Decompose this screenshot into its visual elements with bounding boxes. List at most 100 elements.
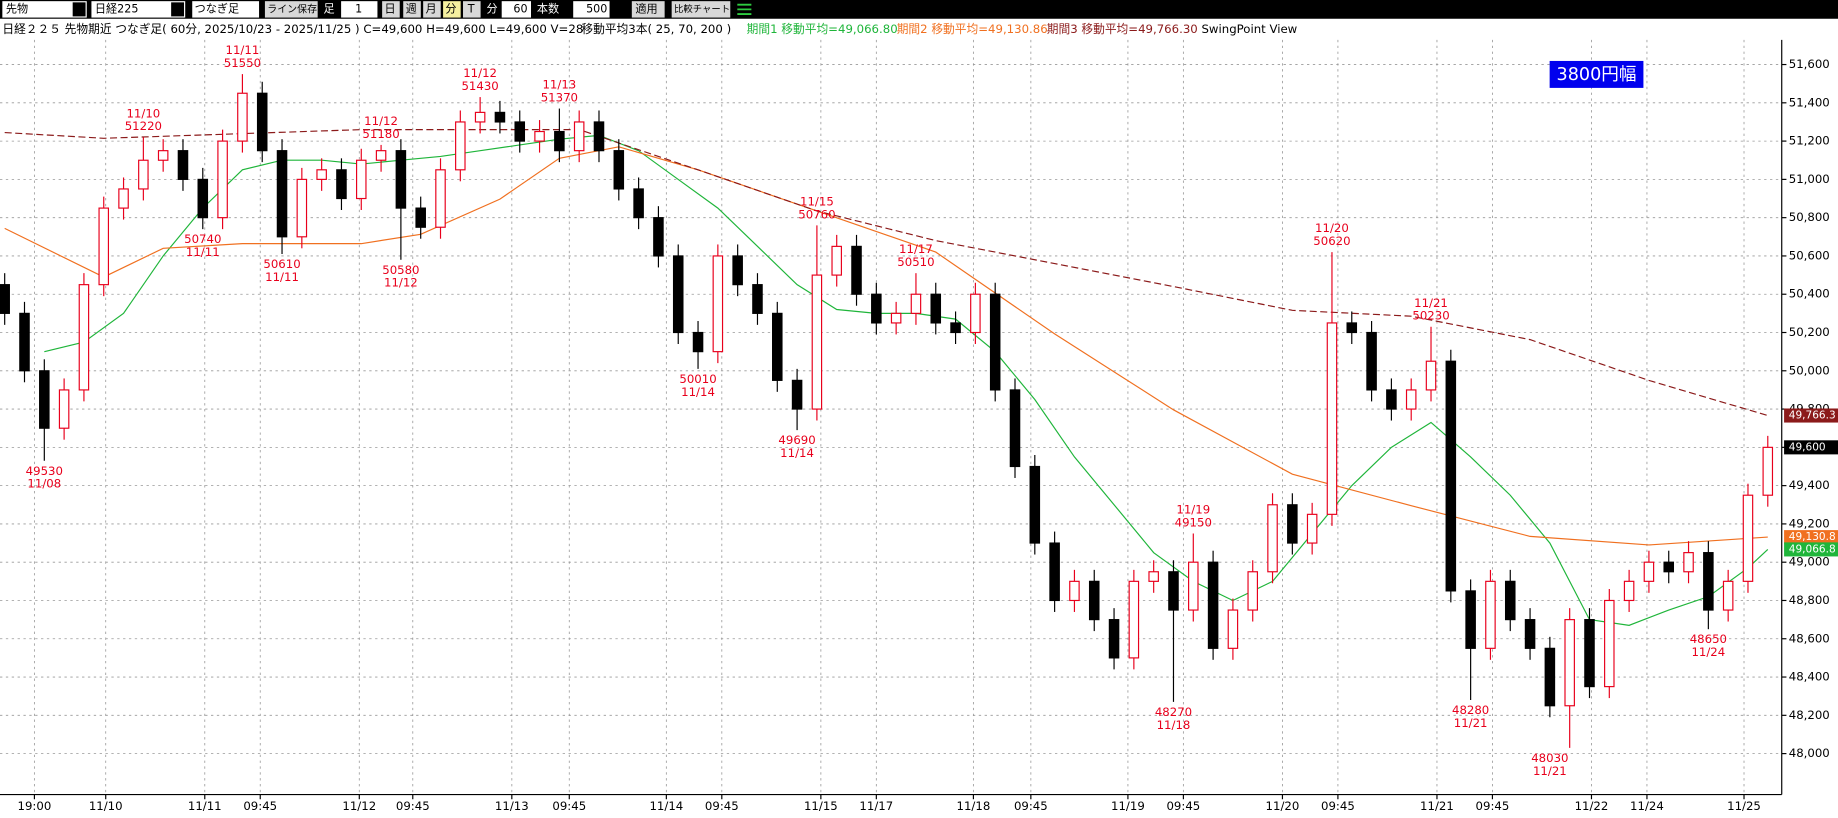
candle-body bbox=[395, 150, 407, 209]
y-tick-label: 51,000 bbox=[1789, 172, 1830, 186]
candle-body bbox=[791, 379, 803, 410]
ma-label: 期間1 移動平均=49,066.80 bbox=[747, 22, 898, 36]
x-tick-label: 09:45 bbox=[1166, 799, 1200, 813]
candle-body bbox=[1366, 331, 1377, 391]
candle-body bbox=[1108, 619, 1120, 659]
x-tick-label: 11/20 bbox=[1266, 799, 1300, 813]
month-button[interactable] bbox=[423, 1, 441, 18]
candle-body bbox=[772, 312, 783, 381]
range-badge-text: 3800円幅 bbox=[1557, 65, 1637, 85]
candle-body bbox=[1128, 580, 1140, 659]
y-tick-label: 48,600 bbox=[1789, 631, 1830, 645]
candle-body bbox=[474, 111, 486, 123]
swing-price: 49690 bbox=[778, 433, 815, 447]
x-tick-label: 11/10 bbox=[89, 799, 123, 813]
swing-date: 11/14 bbox=[681, 385, 715, 399]
candle-body bbox=[811, 274, 823, 410]
swing-price: 50230 bbox=[1412, 309, 1449, 323]
swing-price: 50620 bbox=[1313, 234, 1350, 248]
swing-price: 48270 bbox=[1155, 705, 1192, 719]
candle-body bbox=[296, 178, 308, 238]
save-text: ライン保存 bbox=[267, 2, 317, 15]
market-text: 先物 bbox=[6, 1, 28, 15]
swing-price: 50760 bbox=[798, 207, 835, 221]
chart-icon[interactable] bbox=[737, 3, 752, 15]
mode-text: つなぎ足 bbox=[195, 1, 240, 15]
week-text: 週 bbox=[406, 2, 417, 15]
price-tag-label: 49,766.3 bbox=[1789, 410, 1836, 422]
candle-body bbox=[851, 245, 862, 295]
swing-date: 11/21 bbox=[1533, 764, 1567, 778]
swing-price: 48650 bbox=[1690, 632, 1727, 646]
price-tag bbox=[1784, 408, 1838, 423]
y-tick-label: 51,600 bbox=[1789, 57, 1830, 71]
price-tag-label: 49,066.8 bbox=[1789, 543, 1836, 555]
y-tick-label: 51,400 bbox=[1789, 95, 1830, 109]
count-label: 本数 bbox=[537, 1, 559, 15]
day-button[interactable] bbox=[382, 1, 400, 18]
candle-body bbox=[1584, 619, 1595, 688]
x-tick-label: 11/14 bbox=[649, 799, 683, 813]
swing-date: 11/24 bbox=[1691, 645, 1725, 659]
swing-price: 51430 bbox=[461, 79, 498, 93]
market-select[interactable] bbox=[2, 1, 87, 18]
mode-select[interactable] bbox=[192, 1, 260, 18]
y-tick-label: 48,000 bbox=[1789, 746, 1830, 760]
swing-price: 48030 bbox=[1531, 751, 1568, 765]
week-button[interactable] bbox=[403, 1, 421, 18]
apply-button[interactable] bbox=[631, 1, 665, 18]
compare-button[interactable] bbox=[671, 1, 731, 18]
candle-body bbox=[613, 150, 625, 190]
candle-body bbox=[1029, 465, 1041, 544]
compare-text: 比較チャート bbox=[674, 3, 730, 15]
candle-body bbox=[1623, 580, 1635, 602]
candle-body bbox=[138, 159, 149, 190]
candle-body bbox=[950, 322, 961, 334]
candle-body bbox=[58, 389, 70, 429]
count-input[interactable] bbox=[573, 1, 610, 18]
apply-text: 適用 bbox=[635, 1, 657, 15]
candle-body bbox=[1504, 580, 1516, 621]
candle-body bbox=[1643, 561, 1655, 582]
candle-body bbox=[157, 150, 169, 161]
candle-body bbox=[455, 121, 466, 171]
y-tick-label: 50,000 bbox=[1789, 363, 1830, 377]
price-tag bbox=[1784, 530, 1838, 545]
symbol-select[interactable] bbox=[91, 1, 186, 18]
swing-date: 11/11 bbox=[265, 270, 299, 284]
save-button[interactable] bbox=[264, 1, 318, 18]
period-text: 60 bbox=[513, 2, 527, 15]
candle-body bbox=[1207, 561, 1219, 649]
tick-button[interactable] bbox=[463, 1, 481, 18]
toolbar: 先物 日経225 つなぎ足 ライン保存 足 1 日 週 月 分 T 分 60 本… bbox=[0, 0, 1838, 19]
x-tick-label: 11/11 bbox=[188, 799, 222, 813]
candle-body bbox=[98, 207, 110, 286]
candle-body bbox=[1247, 571, 1258, 611]
price-tag bbox=[1784, 440, 1838, 455]
step-text: 1 bbox=[355, 2, 362, 15]
price-tag bbox=[1784, 542, 1838, 557]
step-input[interactable] bbox=[341, 1, 378, 18]
swing-date: 11/12 bbox=[384, 276, 418, 290]
month-text: 月 bbox=[426, 2, 437, 15]
candle-body bbox=[276, 150, 288, 238]
candle-body bbox=[871, 293, 882, 324]
x-tick-label: 11/18 bbox=[957, 799, 991, 813]
y-tick-label: 49,400 bbox=[1789, 478, 1830, 492]
candle-body bbox=[692, 331, 704, 353]
period-input[interactable] bbox=[501, 1, 532, 18]
candle-body bbox=[316, 169, 327, 180]
candle-body bbox=[1326, 322, 1338, 515]
x-tick-label: 11/19 bbox=[1111, 799, 1145, 813]
minute-button[interactable] bbox=[443, 1, 461, 18]
candle-body bbox=[1088, 580, 1100, 621]
